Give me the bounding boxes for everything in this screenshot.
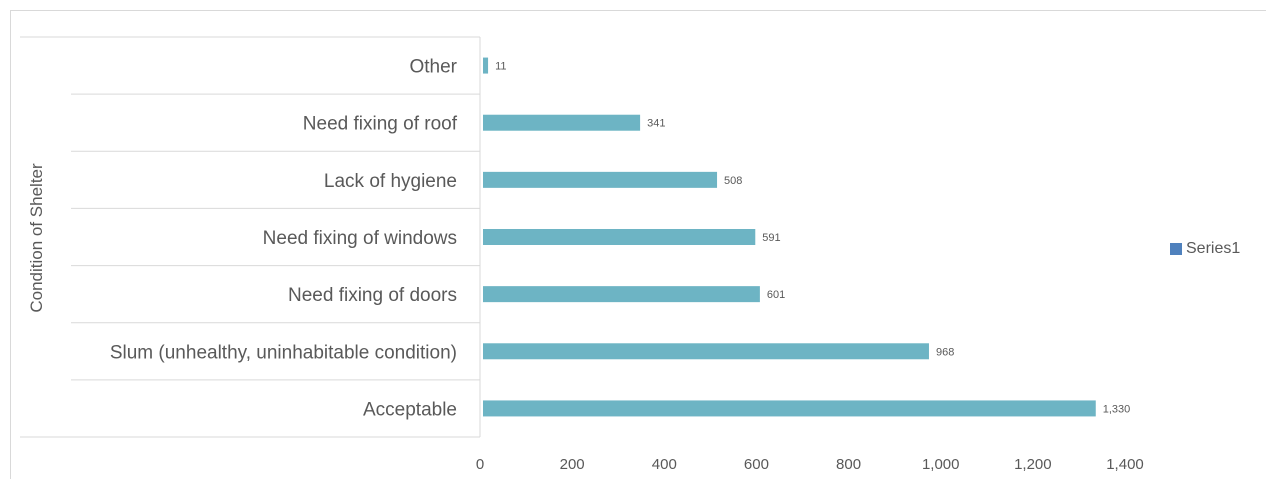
category-label: Other (409, 57, 457, 78)
chart-frame (10, 10, 1266, 479)
category-label: Lack of hygiene (324, 171, 457, 192)
plot-area: Other 11 Need fixing of roof 341 Lack of hyg… (20, 36, 1144, 473)
y-axis-title: Condition of Shelter (27, 163, 46, 313)
data-label: 591 (762, 232, 780, 244)
category-label: Slum (unhealthy, uninhabitable condition… (110, 342, 457, 363)
data-label: 601 (767, 289, 785, 301)
x-tick-label: 600 (744, 456, 769, 473)
x-tick-label: 800 (836, 456, 861, 473)
x-tick-label: 0 (476, 456, 484, 473)
legend: Series1 (1170, 240, 1240, 258)
data-label: 341 (647, 118, 665, 130)
x-tick-label: 200 (560, 456, 585, 473)
category-label: Need fixing of windows (263, 228, 457, 249)
category-label: Need fixing of doors (288, 285, 457, 306)
bar (483, 286, 760, 303)
legend-label-series1: Series1 (1186, 240, 1241, 257)
bar (483, 229, 756, 245)
bar (483, 114, 641, 131)
bar (483, 343, 929, 360)
bar (483, 171, 718, 188)
data-label: 11 (495, 61, 506, 73)
x-tick-label: 1,400 (1106, 456, 1144, 473)
data-label: 968 (936, 346, 954, 358)
x-tick-label: 1,200 (1014, 456, 1052, 473)
legend-swatch (1170, 243, 1182, 255)
data-label: 508 (724, 175, 742, 187)
data-label: 1,330 (1103, 403, 1131, 415)
category-label: Acceptable (363, 399, 457, 420)
bar (483, 400, 1096, 417)
category-label: Need fixing of roof (303, 114, 458, 135)
x-tick-label: 1,000 (922, 456, 960, 473)
bar (483, 57, 489, 74)
x-tick-label: 400 (652, 456, 677, 473)
